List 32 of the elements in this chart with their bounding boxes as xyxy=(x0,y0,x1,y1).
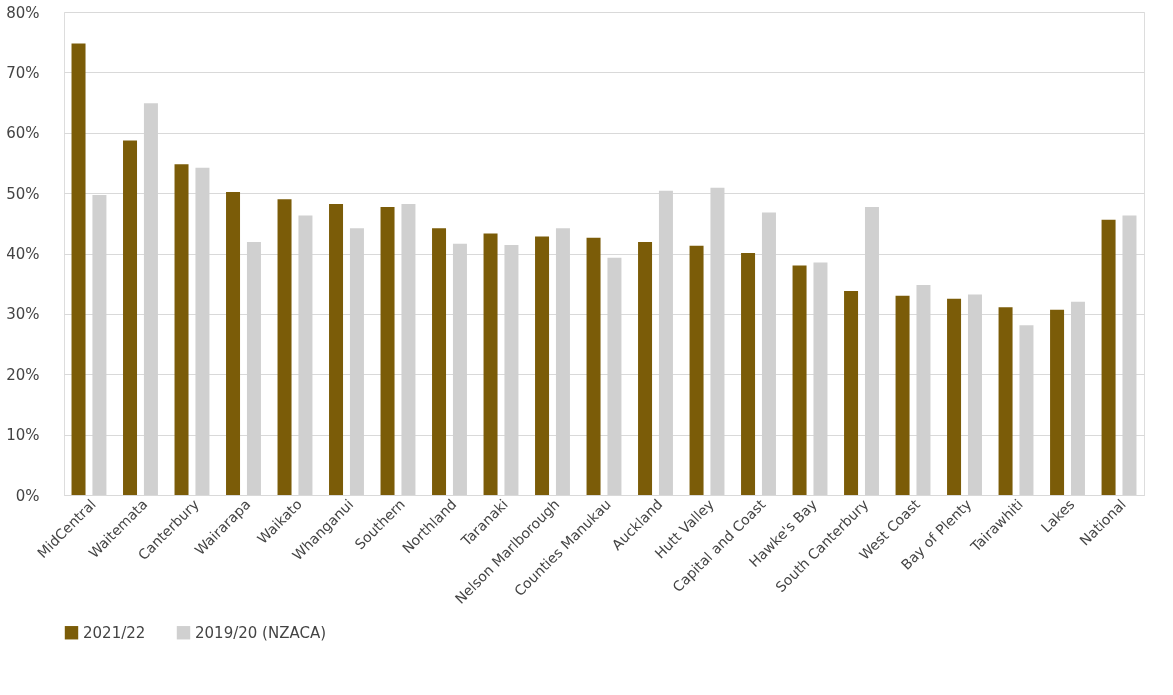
bar xyxy=(432,228,447,495)
y-tick-label: 30% xyxy=(6,305,40,324)
y-tick-label: 10% xyxy=(6,426,40,445)
bar xyxy=(586,237,601,495)
bar xyxy=(535,236,550,495)
bar xyxy=(895,295,910,495)
legend-label: 2019/20 (NZACA) xyxy=(195,623,327,642)
legend-label: 2021/22 xyxy=(83,623,146,642)
bar xyxy=(844,290,859,495)
bar xyxy=(380,207,395,495)
bar xyxy=(741,252,756,495)
bar xyxy=(71,43,86,495)
y-tick-label: 60% xyxy=(6,124,40,143)
bar xyxy=(483,233,498,495)
bar xyxy=(123,140,138,495)
y-tick-label: 70% xyxy=(6,63,40,82)
y-tick-label: 0% xyxy=(15,486,40,505)
bar xyxy=(1101,219,1116,495)
y-tick-label: 80% xyxy=(6,3,40,22)
bar xyxy=(1050,309,1065,495)
bar xyxy=(638,242,653,495)
bar xyxy=(947,298,962,495)
y-tick-label: 40% xyxy=(6,245,40,263)
bar xyxy=(792,265,807,495)
bar xyxy=(329,203,344,495)
bar xyxy=(998,307,1013,495)
bar xyxy=(689,245,704,495)
bar xyxy=(277,199,292,495)
bar xyxy=(226,191,241,495)
bar xyxy=(174,164,189,495)
y-tick-label: 50% xyxy=(6,184,40,203)
y-tick-label: 20% xyxy=(6,365,40,384)
